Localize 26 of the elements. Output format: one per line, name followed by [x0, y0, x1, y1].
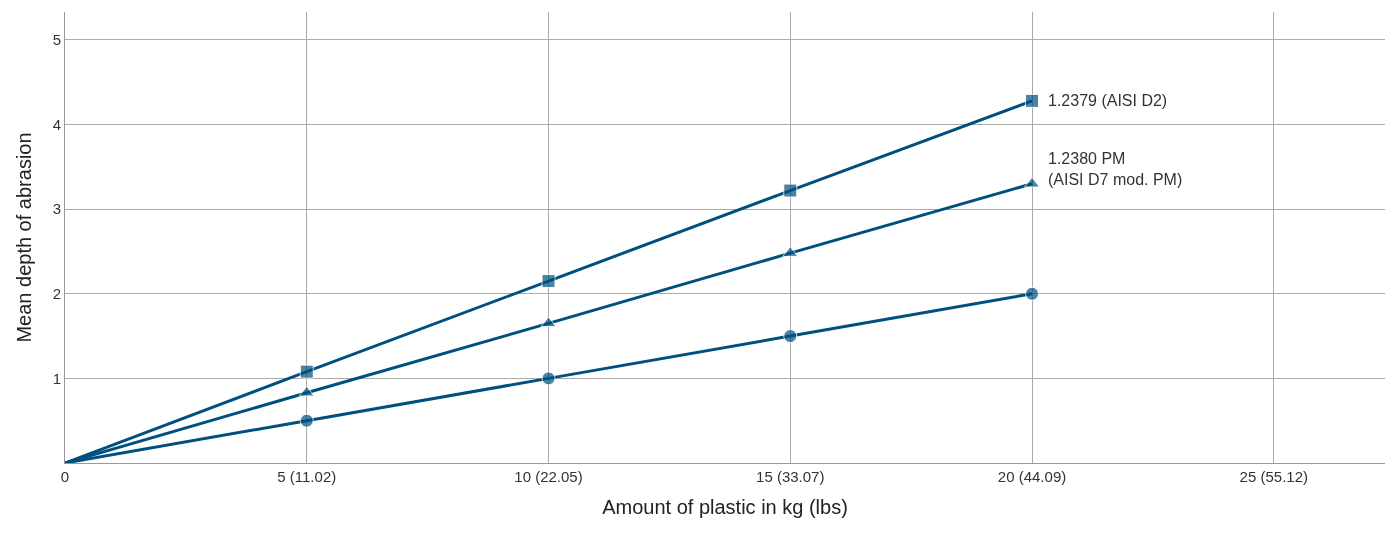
x-tick-label: 15 (33.07): [756, 468, 825, 485]
x-tick-label: 20 (44.09): [997, 468, 1067, 485]
x-tick-label: 10 (22.05): [514, 468, 583, 485]
x-tick-label: 5 (11.02): [277, 468, 337, 485]
point: [783, 183, 798, 198]
y-tick-label: 1: [52, 369, 61, 387]
point: [541, 371, 556, 386]
y-tick-label: 2: [52, 285, 61, 303]
series-label: 1.2379 (AISI D2): [1048, 92, 1168, 109]
y-tick-label: 5: [52, 31, 61, 49]
point: [783, 329, 798, 344]
x-tick-label: 25 (55.12): [1239, 468, 1308, 485]
y-tick-label: 3: [52, 200, 61, 218]
x-tick-label: 0: [60, 468, 70, 485]
y-axis-title: Mean depth of abrasion: [13, 132, 36, 343]
point: [1025, 93, 1040, 108]
y-tick-label: 4: [52, 115, 61, 133]
point: [1025, 286, 1040, 301]
x-axis-title: Amount of plastic in kg (lbs): [602, 495, 848, 518]
point: [299, 364, 314, 379]
point: [298, 385, 315, 397]
point: [541, 274, 556, 289]
series-label: 1.2380 PM (AISI D7 mod. PM): [1048, 150, 1183, 188]
point: [299, 413, 314, 428]
point: [1024, 176, 1041, 188]
point: [540, 316, 557, 328]
